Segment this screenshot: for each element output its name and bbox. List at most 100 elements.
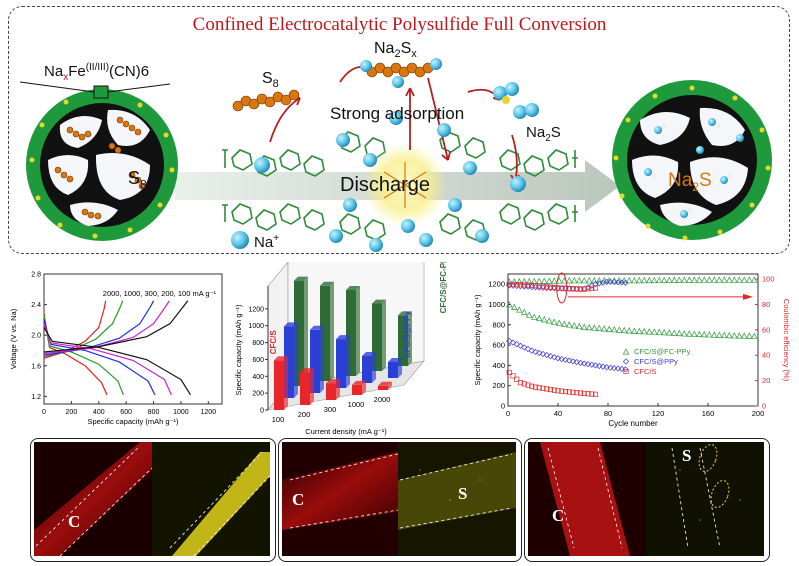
capacity-point (506, 301, 513, 308)
efficiency-point (532, 283, 539, 289)
bar-CFC/S@PPy-200 (310, 329, 320, 393)
capacity-point (562, 356, 569, 363)
series-line-100-charge (43, 300, 189, 353)
efficiency-point (586, 276, 593, 284)
y-tick-label: 200 (252, 391, 264, 398)
capacity-point (559, 388, 565, 394)
efficiency-point (746, 276, 753, 283)
capacity-point (516, 306, 523, 313)
efficiency-point (706, 276, 713, 283)
capacity-point (547, 353, 554, 360)
efficiency-point (726, 276, 733, 283)
legend-marker (623, 368, 629, 375)
efficiency-point (514, 282, 520, 288)
capacity-point (570, 389, 576, 395)
y2-tick-label: 60 (762, 325, 770, 334)
efficiency-point (691, 276, 698, 283)
y-tick-label: 200 (492, 381, 505, 390)
capacity-point (576, 322, 583, 330)
capacity-point (622, 366, 629, 373)
x-axis-label: Cycle number (608, 419, 658, 428)
capacity-point (525, 382, 531, 388)
capacity-point (573, 358, 580, 366)
bar-side (388, 381, 392, 390)
efficiency-point (626, 276, 633, 284)
y-tick-label: 2.4 (31, 302, 41, 309)
y-axis-label: Specific capacity (mAh g⁻¹) (473, 294, 482, 386)
capacity-point (691, 330, 698, 337)
capacity-point (721, 331, 728, 339)
bar-CFC/S-100 (274, 360, 284, 410)
bar-side (408, 311, 412, 366)
x-axis-label: Specific capacity (mAh g⁻¹) (87, 417, 179, 426)
fe-cn-complex (383, 162, 427, 208)
x-axis-label: Current density (mA g⁻¹) (305, 427, 387, 436)
bar-top (352, 380, 366, 385)
capacity-point (558, 355, 565, 363)
efficiency-point (555, 285, 561, 291)
capacity-point (607, 364, 614, 371)
capacity-point (696, 330, 703, 338)
efficiency-point (716, 276, 723, 283)
highlight-ellipse (556, 272, 568, 304)
bar-top (372, 299, 386, 304)
capacity-point (566, 357, 573, 364)
capacity-point (521, 381, 527, 387)
y-tick-label: 400 (252, 374, 264, 381)
bar-side (294, 322, 298, 398)
capacity-point (532, 348, 539, 355)
x-tick-label: 0 (42, 409, 46, 416)
capacity-point (571, 321, 578, 329)
bar-side (356, 286, 360, 376)
capacity-point (517, 342, 524, 349)
efficiency-point (607, 278, 614, 285)
formula-nafe-cn: NaxFe(II/III)(CN)6 (44, 62, 150, 83)
efficiency-point (525, 282, 531, 288)
bar-side (372, 352, 376, 383)
series-line-200-discharge (43, 323, 172, 396)
series-line-200-charge (43, 300, 170, 355)
efficiency-point (571, 276, 578, 284)
efficiency-point (506, 281, 512, 287)
na2sx-cluster (360, 58, 442, 88)
bar-side (330, 281, 334, 381)
legend-marker (622, 358, 630, 365)
bar-CFC/S-200 (300, 372, 310, 405)
legend-label: CFC/S@PPy (634, 357, 678, 366)
y2-axis-label: Coulombic efficiency (%) (782, 299, 791, 382)
capacity-point (562, 388, 569, 395)
capacity-point (547, 387, 554, 393)
capacity-point (581, 323, 588, 330)
micrograph-label-c3: C (552, 506, 565, 525)
legend-label: CFC/S@FC-PPy (634, 347, 691, 356)
efficiency-point (585, 286, 591, 292)
efficiency-point (562, 285, 569, 291)
capacity-point (577, 359, 584, 366)
voltage-profile-chart: 0 200 400 600 800 1000 1200 1.2 1.6 2.0 2.4 2.8 Spec… (9, 272, 223, 426)
capacity-point (686, 330, 693, 337)
schematic-frame (8, 6, 790, 254)
bar-CFC/S@PPy-100 (284, 326, 294, 398)
bar-side (382, 299, 386, 371)
capacity-point (540, 385, 546, 391)
efficiency-point (646, 276, 653, 284)
y-tick-label: 0 (260, 408, 264, 415)
y-tick-label: 1200 (488, 280, 505, 289)
bar-top (294, 276, 308, 281)
y-tick-label: 1.2 (31, 394, 41, 401)
micrograph-label-s1: S (201, 486, 211, 505)
y2-tick-label: 80 (762, 300, 770, 309)
y2-tick-label: 40 (762, 351, 770, 360)
x-tick-label: 200 (66, 409, 78, 416)
right-cell (612, 80, 772, 241)
series-label-CFC/S@PPy: CFC/S@PPy (403, 311, 412, 358)
capacity-point (506, 337, 513, 345)
y2-tick-label: 100 (762, 275, 775, 284)
capacity-point (746, 332, 753, 339)
legend-marker (622, 348, 630, 355)
capacity-point (551, 387, 557, 393)
capacity-point (656, 328, 663, 335)
bar-CFC/S-1000 (352, 384, 362, 395)
bar-side (398, 357, 402, 378)
